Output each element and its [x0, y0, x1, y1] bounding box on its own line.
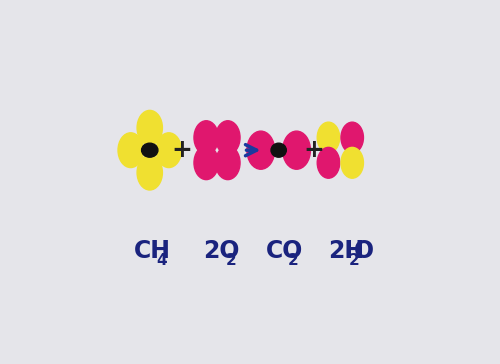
Ellipse shape: [317, 122, 340, 153]
Text: +: +: [172, 138, 192, 162]
Ellipse shape: [142, 143, 158, 157]
Text: CO: CO: [266, 239, 304, 263]
Ellipse shape: [282, 131, 310, 169]
Ellipse shape: [271, 143, 286, 157]
Ellipse shape: [156, 133, 182, 167]
Ellipse shape: [194, 146, 218, 179]
Text: 2: 2: [226, 253, 236, 268]
Ellipse shape: [194, 121, 218, 154]
Ellipse shape: [341, 122, 363, 153]
Text: 4: 4: [156, 253, 166, 268]
Ellipse shape: [317, 147, 340, 178]
Text: 2O: 2O: [204, 239, 240, 263]
Ellipse shape: [341, 147, 363, 178]
Ellipse shape: [118, 133, 144, 167]
Ellipse shape: [137, 155, 162, 190]
Text: 2: 2: [288, 253, 298, 268]
Ellipse shape: [216, 146, 240, 179]
Text: O: O: [354, 239, 374, 263]
Text: 2H: 2H: [328, 239, 364, 263]
Text: 2: 2: [348, 253, 360, 268]
Text: +: +: [304, 138, 324, 162]
Ellipse shape: [247, 131, 274, 169]
Text: CH: CH: [134, 239, 172, 263]
Ellipse shape: [137, 110, 162, 145]
Ellipse shape: [216, 121, 240, 154]
